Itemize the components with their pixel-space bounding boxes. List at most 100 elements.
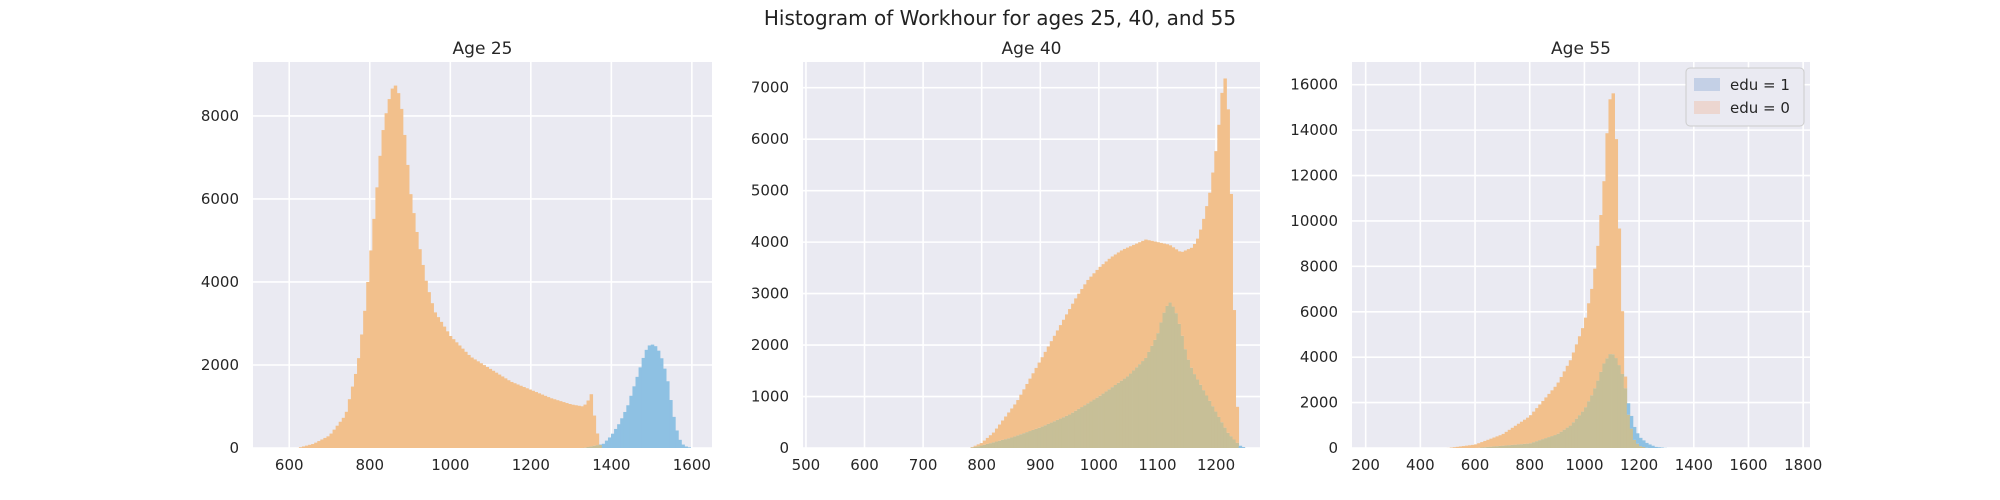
- bar-edu1: [1626, 403, 1631, 415]
- bar-edu0: [559, 401, 563, 448]
- bar-edu0: [1089, 276, 1093, 402]
- bar-edu1: [1635, 433, 1640, 444]
- bar-overlap: [997, 440, 1002, 448]
- bar-overlap: [1223, 427, 1227, 448]
- bar-overlap: [1043, 425, 1048, 448]
- bar-edu0: [1171, 247, 1176, 307]
- bar-edu0: [552, 399, 557, 448]
- bar-edu0: [390, 88, 395, 448]
- bar-edu0: [485, 366, 490, 448]
- bar-edu0: [1141, 240, 1145, 362]
- bar-edu0: [1132, 244, 1136, 371]
- bar-overlap: [1489, 446, 1493, 448]
- bar-edu0: [1235, 406, 1240, 443]
- bar-overlap: [598, 444, 603, 448]
- bar-edu0: [326, 436, 330, 448]
- bar-edu1: [687, 447, 691, 448]
- bar-edu0: [1135, 243, 1139, 368]
- bar-edu0: [1547, 393, 1551, 438]
- bar-overlap: [1516, 444, 1521, 448]
- bar-overlap: [1138, 364, 1142, 448]
- bar-edu1: [620, 418, 624, 448]
- y-tick-label: 8000: [201, 107, 239, 125]
- bar-edu1: [650, 344, 655, 448]
- bar-edu1: [614, 428, 618, 448]
- bar-overlap: [1001, 439, 1005, 448]
- bar-edu0: [464, 351, 468, 448]
- bar-overlap: [1562, 429, 1567, 448]
- bar-overlap: [1565, 427, 1570, 448]
- bar-overlap: [1040, 426, 1045, 448]
- bar-overlap: [1004, 439, 1008, 448]
- bar-edu1: [601, 443, 606, 448]
- bar-edu0: [1128, 246, 1133, 374]
- bar-edu0: [415, 232, 419, 448]
- x-tick-label: 600: [1461, 456, 1490, 474]
- panel-age-2: 200 400 600 800 1000 1200 1400 1600 1800 0 2000 400…: [1290, 39, 1822, 474]
- bar-edu0: [506, 380, 511, 448]
- bar-edu0: [458, 345, 462, 448]
- bar-edu1: [675, 430, 679, 448]
- bar-edu0: [1055, 330, 1060, 420]
- bar-edu0: [1052, 335, 1057, 422]
- x-tick-label: 600: [275, 456, 304, 474]
- bar-edu0: [1104, 261, 1109, 392]
- bar-overlap: [1156, 333, 1160, 448]
- bar-edu0: [595, 433, 600, 446]
- bar-edu1: [678, 439, 682, 448]
- bar-overlap: [1089, 401, 1093, 448]
- y-tick-label: 0: [229, 439, 239, 457]
- bar-edu0: [393, 85, 398, 448]
- bar-edu0: [421, 264, 425, 448]
- bar-overlap: [1629, 428, 1634, 448]
- bar-overlap: [1162, 312, 1166, 448]
- bar-edu0: [516, 384, 520, 448]
- bar-edu0: [522, 387, 526, 448]
- bar-edu0: [1116, 252, 1121, 383]
- bar-edu0: [1464, 445, 1469, 448]
- bar-edu0: [1486, 439, 1490, 447]
- bar-edu0: [1571, 352, 1576, 423]
- x-tick-label: 800: [1515, 456, 1544, 474]
- y-tick-label: 2000: [201, 356, 239, 374]
- bar-overlap: [1113, 385, 1118, 448]
- x-tick-label: 1100: [1138, 456, 1176, 474]
- legend-label: edu = 0: [1730, 99, 1790, 117]
- figure-title: Histogram of Workhour for ages 25, 40, a…: [763, 6, 1237, 30]
- bar-overlap: [1144, 357, 1148, 448]
- bar-edu0: [1189, 247, 1194, 368]
- bar-overlap: [1495, 446, 1499, 448]
- bar-edu0: [1007, 412, 1011, 439]
- bar-edu0: [1080, 289, 1084, 408]
- histogram-bars: [295, 85, 691, 448]
- x-tick-label: 1600: [673, 456, 711, 474]
- x-tick-label: 1000: [1080, 456, 1118, 474]
- bar-edu0: [305, 445, 309, 448]
- bar-edu0: [1513, 425, 1518, 445]
- bar-overlap: [1119, 380, 1124, 448]
- bar-edu0: [1483, 440, 1487, 448]
- bar-edu1: [1238, 445, 1243, 448]
- bar-edu0: [1590, 288, 1594, 396]
- bar-overlap: [1199, 384, 1203, 448]
- bar-overlap: [1159, 322, 1163, 448]
- bar-edu0: [476, 361, 480, 448]
- x-tick-label: 1200: [512, 456, 550, 474]
- bar-overlap: [1007, 438, 1011, 448]
- bar-edu0: [384, 113, 389, 448]
- bar-edu1: [1645, 442, 1649, 448]
- bar-overlap: [592, 445, 597, 448]
- bar-edu1: [629, 395, 633, 448]
- bar-edu0: [1455, 446, 1460, 448]
- bar-edu0: [412, 213, 416, 448]
- x-tick-label: 600: [850, 456, 879, 474]
- bar-edu0: [1192, 243, 1197, 375]
- bar-edu0: [494, 372, 499, 448]
- bar-edu0: [562, 402, 566, 448]
- bar-edu0: [323, 437, 327, 448]
- bar-edu0: [1611, 93, 1615, 355]
- bar-edu0: [1593, 268, 1597, 389]
- bar-overlap: [1214, 411, 1218, 448]
